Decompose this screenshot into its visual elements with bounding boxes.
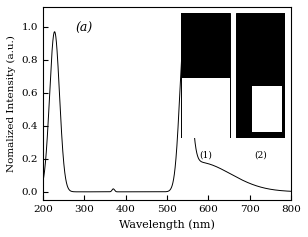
Text: (b): (b) <box>191 22 209 35</box>
Y-axis label: Nomalized Intensity (a.u.): Nomalized Intensity (a.u.) <box>7 35 16 172</box>
X-axis label: Wavelength (nm): Wavelength (nm) <box>119 219 215 230</box>
Text: (a): (a) <box>75 22 92 35</box>
